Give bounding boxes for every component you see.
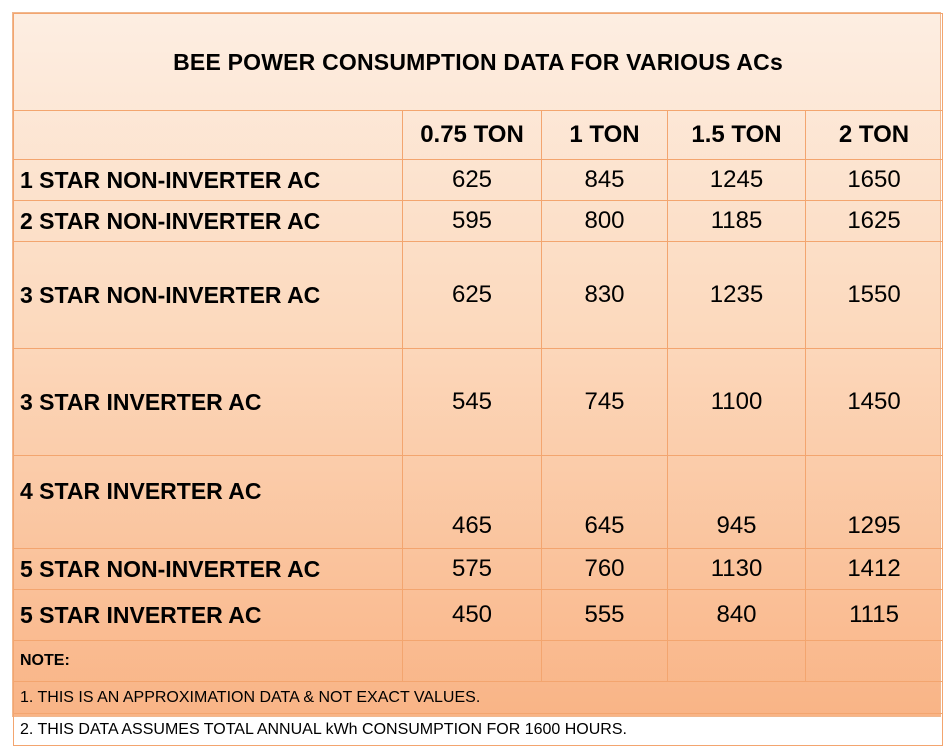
header-row: 0.75 TON 1 TON 1.5 TON 2 TON [13,110,944,160]
cell-value: 645 [541,455,668,549]
cell-value: 555 [541,589,668,641]
cell-value: 845 [541,159,668,201]
cell-value: 1450 [804,348,944,456]
table-row: 1 STAR NON-INVERTER AC 625 845 1245 1650 [13,159,944,201]
empty-cell [667,640,806,682]
table-row: 5 STAR INVERTER AC 450 555 840 1115 [13,589,944,641]
cell-value: 1235 [667,241,806,349]
row-label: 5 STAR INVERTER AC [13,589,403,641]
cell-value: 760 [541,548,668,590]
row-label: 2 STAR NON-INVERTER AC [13,200,403,242]
row-label: 4 STAR INVERTER AC [13,455,403,549]
table-row: 4 STAR INVERTER AC 465 645 945 1295 [13,455,944,549]
note-line-row: 2. THIS DATA ASSUMES TOTAL ANNUAL kWh CO… [12,713,944,746]
cell-value: 745 [541,348,668,456]
note-line: 1. THIS IS AN APPROXIMATION DATA & NOT E… [12,681,944,714]
cell-value: 465 [402,455,542,549]
cell-value: 945 [667,455,806,549]
row-label: 3 STAR NON-INVERTER AC [13,241,403,349]
table-row: 2 STAR NON-INVERTER AC 595 800 1185 1625 [13,200,944,242]
row-label: 5 STAR NON-INVERTER AC [13,548,403,590]
cell-value: 840 [667,589,806,641]
note-line: 2. THIS DATA ASSUMES TOTAL ANNUAL kWh CO… [12,713,944,746]
note-line-row: 1. THIS IS AN APPROXIMATION DATA & NOT E… [12,681,944,714]
row-label: 1 STAR NON-INVERTER AC [13,159,403,201]
cell-value: 1295 [804,455,944,549]
row-label: 3 STAR INVERTER AC [13,348,403,456]
cell-value: 1115 [804,589,944,641]
cell-value: 545 [402,348,542,456]
empty-cell [541,640,668,682]
cell-value: 800 [541,200,668,242]
cell-value: 450 [402,589,542,641]
table-title: BEE POWER CONSUMPTION DATA FOR VARIOUS A… [12,13,944,111]
cell-value: 1185 [667,200,806,242]
cell-value: 625 [402,241,542,349]
cell-value: 625 [402,159,542,201]
cell-value: 1130 [667,548,806,590]
header-cell-0-75-ton: 0.75 TON [402,110,542,160]
cell-value: 1100 [667,348,806,456]
cell-value: 575 [402,548,542,590]
cell-value: 830 [541,241,668,349]
cell-value: 1245 [667,159,806,201]
cell-value: 595 [402,200,542,242]
cell-value: 1625 [804,200,944,242]
header-cell-1-5-ton: 1.5 TON [667,110,806,160]
table-row: 3 STAR INVERTER AC 545 745 1100 1450 [13,348,944,456]
cell-value: 1550 [804,241,944,349]
note-heading-row: NOTE: [13,640,944,682]
empty-cell [402,640,542,682]
cell-value: 1412 [804,548,944,590]
table-row: 5 STAR NON-INVERTER AC 575 760 1130 1412 [13,548,944,590]
cell-value: 1650 [804,159,944,201]
consumption-table: BEE POWER CONSUMPTION DATA FOR VARIOUS A… [12,13,944,746]
header-cell-1-ton: 1 TON [541,110,668,160]
note-heading: NOTE: [13,640,403,682]
header-cell-2-ton: 2 TON [804,110,944,160]
header-cell-empty [13,110,403,160]
table-row: 3 STAR NON-INVERTER AC 625 830 1235 1550 [13,241,944,349]
empty-cell [804,640,944,682]
consumption-table-sheet: BEE POWER CONSUMPTION DATA FOR VARIOUS A… [12,12,944,746]
